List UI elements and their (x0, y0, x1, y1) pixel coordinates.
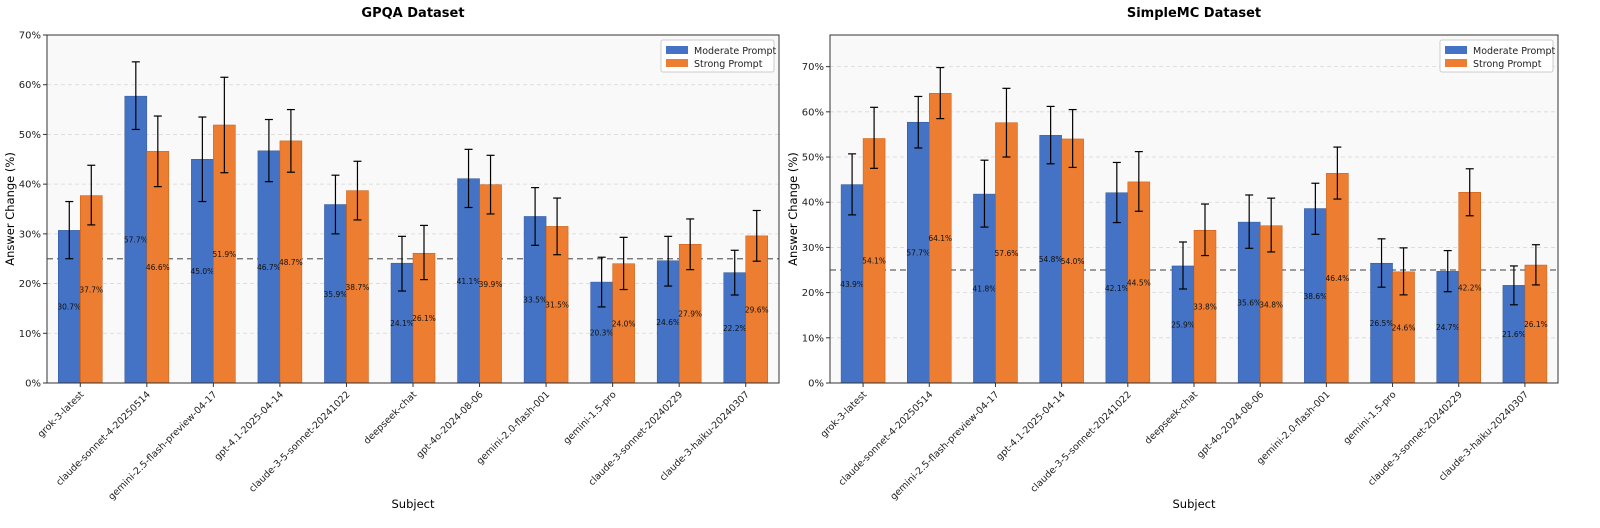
x-tick-label: grok-3-latest (819, 389, 870, 440)
data-label: 24.7% (1436, 323, 1460, 332)
data-label: 42.2% (1458, 284, 1482, 293)
gpqa-chart: 0% 10% 20% 30% 40% 50% 60% 70% 30.7% 37.7% grok-3-… (3, 6, 780, 511)
y-tick-label: 20% (802, 288, 824, 299)
data-label: 21.6% (1502, 330, 1526, 339)
data-label: 35.6% (1237, 299, 1261, 308)
y-axis-label: Answer Change (%) (3, 152, 17, 266)
y-tick-label: 0% (808, 379, 824, 390)
data-label: 54.1% (862, 257, 886, 266)
x-tick-label: gpt-4o-2024-08-06 (414, 389, 485, 460)
y-tick-label: 0% (25, 379, 41, 390)
axes-frame (46, 34, 780, 384)
data-label: 57.6% (995, 249, 1019, 258)
legend-box (1439, 39, 1554, 73)
data-label: 24.6% (1392, 323, 1416, 332)
data-label: 33.8% (1193, 303, 1217, 312)
y-tick-label: 30% (19, 229, 41, 240)
legend-label: Strong Prompt (694, 59, 763, 70)
data-label: 35.9% (324, 290, 348, 299)
data-label: 26.1% (412, 314, 436, 323)
data-label: 54.0% (1061, 257, 1085, 266)
data-label: 41.8% (973, 285, 997, 294)
y-tick-label: 50% (19, 130, 41, 141)
data-label: 44.5% (1127, 278, 1151, 287)
data-label: 24.0% (612, 319, 636, 328)
data-label: 24.1% (390, 319, 414, 328)
x-tick-label: gpt-4.1-2025-04-14 (213, 389, 287, 463)
legend-label: Moderate Prompt (694, 46, 777, 57)
data-label: 57.7% (906, 249, 930, 258)
data-label: 37.7% (79, 285, 103, 294)
legend-label: Strong Prompt (1473, 59, 1542, 70)
y-tick-label: 40% (19, 180, 41, 191)
y-tick-label: 50% (802, 153, 824, 164)
data-label: 27.9% (678, 310, 702, 319)
x-tick-label: deepseek-chat (1143, 389, 1201, 447)
data-label: 33.5% (523, 296, 547, 305)
x-tick-label: grok-3-latest (36, 389, 87, 440)
data-label: 24.6% (656, 318, 680, 327)
x-tick-label: gemini-2.5-flash-preview-04-17 (106, 389, 219, 502)
x-tick-label: gpt-4o-2024-08-06 (1195, 389, 1266, 460)
y-tick-label: 60% (802, 107, 824, 118)
x-tick-label: gemini-2.0-flash-001 (1255, 389, 1333, 467)
x-tick-label: gemini-2.5-flash-preview-04-17 (888, 389, 1001, 502)
legend-box (660, 39, 775, 73)
legend-swatch (666, 46, 688, 54)
x-axis-label: Subject (392, 497, 435, 511)
data-label: 45.0% (190, 267, 214, 276)
chart-title: GPQA Dataset (361, 6, 464, 21)
data-label: 41.1% (457, 277, 481, 286)
y-tick-label: 70% (19, 31, 41, 42)
x-tick-label: gpt-4.1-2025-04-14 (994, 389, 1068, 463)
x-tick-label: gemini-2.0-flash-001 (475, 389, 553, 467)
x-tick-label: gemini-1.5-pro (562, 389, 619, 446)
data-label: 46.4% (1325, 274, 1349, 283)
chart-title: SimpleMC Dataset (1127, 6, 1261, 21)
data-label: 26.5% (1370, 319, 1394, 328)
data-label: 38.7% (346, 283, 370, 292)
data-label: 22.2% (723, 324, 747, 333)
data-label: 64.1% (928, 234, 952, 243)
axes-frame (829, 34, 1559, 384)
data-label: 26.1% (1524, 320, 1548, 329)
legend-swatch (1445, 59, 1467, 67)
data-label: 54.8% (1039, 255, 1063, 264)
data-label: 25.9% (1171, 320, 1195, 329)
data-label: 31.5% (545, 301, 569, 310)
data-label: 30.7% (57, 303, 81, 312)
legend-swatch (1445, 46, 1467, 54)
y-tick-label: 10% (802, 333, 824, 344)
data-label: 20.3% (590, 329, 614, 338)
data-label: 57.7% (124, 236, 148, 245)
data-label: 34.8% (1259, 300, 1283, 309)
data-label: 51.9% (212, 250, 236, 259)
data-label: 42.1% (1105, 284, 1129, 293)
data-label: 39.9% (479, 280, 503, 289)
data-label: 29.6% (745, 305, 769, 314)
y-tick-label: 70% (802, 62, 824, 73)
y-tick-label: 60% (19, 80, 41, 91)
data-label: 48.7% (279, 258, 303, 267)
y-tick-label: 30% (802, 243, 824, 254)
simplemc-chart: 0% 10% 20% 30% 40% 50% 60% 70% 43.9% 54.1% grok-3-… (786, 6, 1559, 511)
y-axis-label: Answer Change (%) (786, 152, 800, 266)
data-label: 43.9% (840, 280, 864, 289)
legend-label: Moderate Prompt (1473, 46, 1556, 57)
x-tick-label: gemini-1.5-pro (1341, 389, 1398, 446)
x-axis-label: Subject (1173, 497, 1216, 511)
y-tick-label: 10% (19, 329, 41, 340)
y-tick-label: 40% (802, 198, 824, 209)
y-tick-label: 20% (19, 279, 41, 290)
data-label: 46.6% (146, 263, 170, 272)
data-label: 46.7% (257, 263, 281, 272)
x-tick-label: deepseek-chat (362, 389, 420, 447)
data-label: 38.6% (1303, 292, 1327, 301)
legend-swatch (666, 59, 688, 67)
